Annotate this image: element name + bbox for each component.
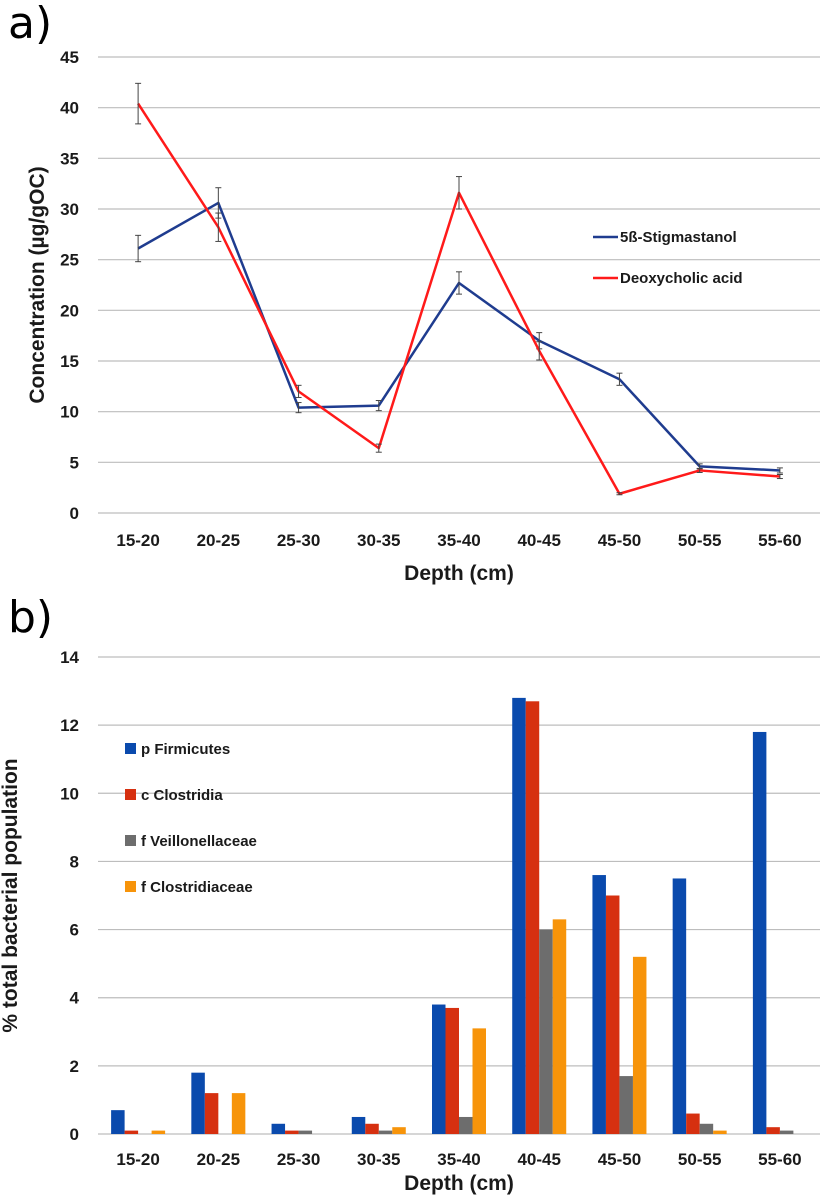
y-tick-label: 35	[60, 149, 79, 168]
bar	[111, 1110, 125, 1134]
legend-swatch	[125, 789, 136, 800]
legend-label: c Clostridia	[141, 787, 223, 804]
y-tick-label: 14	[60, 648, 79, 667]
bar	[152, 1131, 166, 1134]
x-tick-label: 55-60	[758, 531, 801, 550]
y-tick-label: 10	[60, 784, 79, 803]
bar	[592, 875, 606, 1134]
x-tick-label: 55-60	[758, 1150, 801, 1169]
y-tick-label: 30	[60, 200, 79, 219]
bar	[753, 732, 767, 1134]
x-axis-title: Depth (cm)	[404, 1172, 514, 1195]
y-tick-label: 45	[60, 48, 79, 67]
y-axis-title: % total bacterial population	[0, 758, 22, 1032]
y-tick-label: 20	[60, 301, 79, 320]
y-tick-label: 8	[70, 852, 79, 871]
legend-label: Deoxycholic acid	[620, 270, 743, 287]
bar	[446, 1008, 460, 1134]
bar	[205, 1093, 219, 1134]
series-line-1	[138, 104, 780, 494]
x-tick-label: 25-30	[277, 1150, 320, 1169]
x-tick-label: 15-20	[116, 531, 159, 550]
x-tick-label: 40-45	[517, 531, 560, 550]
bar	[432, 1005, 446, 1134]
legend-swatch	[125, 835, 136, 846]
bar	[125, 1131, 139, 1134]
legend-label: p Firmicutes	[141, 741, 230, 758]
y-tick-label: 4	[70, 989, 80, 1008]
x-tick-label: 20-25	[197, 1150, 240, 1169]
legend-label: f Veillonellaceae	[141, 833, 257, 850]
bar	[512, 698, 526, 1134]
y-tick-label: 0	[70, 1125, 79, 1144]
bar	[619, 1076, 633, 1134]
x-tick-label: 15-20	[116, 1150, 159, 1169]
bar	[272, 1124, 286, 1134]
bar	[191, 1073, 205, 1134]
bar	[285, 1131, 299, 1134]
bar	[673, 878, 687, 1134]
bar	[700, 1124, 714, 1134]
x-tick-label: 30-35	[357, 531, 400, 550]
x-tick-label: 25-30	[277, 531, 320, 550]
x-tick-label: 30-35	[357, 1150, 400, 1169]
x-tick-label: 35-40	[437, 1150, 480, 1169]
y-tick-label: 10	[60, 403, 79, 422]
y-tick-label: 15	[60, 352, 79, 371]
legend-label: f Clostridiaceae	[141, 879, 253, 896]
x-tick-label: 45-50	[598, 531, 641, 550]
bar	[352, 1117, 366, 1134]
y-tick-label: 2	[70, 1057, 79, 1076]
bar	[526, 701, 540, 1134]
y-tick-label: 40	[60, 99, 79, 118]
y-tick-label: 0	[70, 504, 79, 523]
x-tick-label: 50-55	[678, 1150, 721, 1169]
legend-swatch	[125, 743, 136, 754]
y-tick-label: 25	[60, 251, 79, 270]
x-tick-label: 45-50	[598, 1150, 641, 1169]
bar	[553, 919, 567, 1134]
bar	[473, 1028, 487, 1134]
x-tick-label: 35-40	[437, 531, 480, 550]
bar	[379, 1131, 393, 1134]
bar	[539, 930, 553, 1134]
line-chart-a: 0 5 10 15 20 25 30 35 40 45 15-20 20-25 25-30 30-35 35…	[0, 0, 821, 600]
y-axis-title: Concentration (µg/gOC)	[26, 166, 49, 403]
legend-swatch	[125, 881, 136, 892]
bar	[459, 1117, 473, 1134]
bar	[713, 1131, 727, 1134]
bar	[606, 896, 620, 1135]
bar	[365, 1124, 379, 1134]
bar	[299, 1131, 313, 1134]
x-tick-label: 40-45	[517, 1150, 560, 1169]
x-tick-label: 50-55	[678, 531, 721, 550]
x-axis-title: Depth (cm)	[404, 562, 514, 585]
bar	[633, 957, 647, 1134]
x-tick-label: 20-25	[197, 531, 240, 550]
bar	[392, 1127, 406, 1134]
y-tick-label: 6	[70, 921, 79, 940]
bar	[232, 1093, 246, 1134]
bar	[766, 1127, 780, 1134]
bar	[686, 1114, 700, 1134]
legend-label: 5ß-Stigmastanol	[620, 229, 737, 246]
y-tick-label: 12	[60, 716, 79, 735]
bar	[780, 1131, 794, 1134]
y-tick-label: 5	[70, 453, 79, 472]
bar-chart-b: 0 2 4 6 8 10 12 14 15-20 20-25 25-30 30-35 35-40 40-4…	[0, 596, 821, 1196]
